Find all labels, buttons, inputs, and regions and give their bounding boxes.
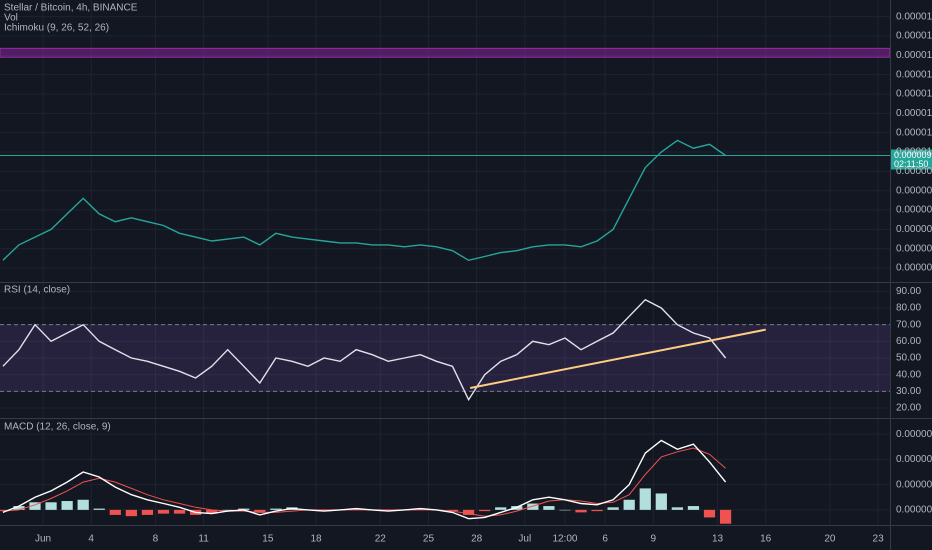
y-tick-label: 0.00000900 (896, 185, 932, 196)
histogram-bar (607, 507, 619, 510)
histogram-bar (559, 509, 571, 511)
y-tick-label: 0.00001100 (896, 108, 932, 119)
histogram-bar (719, 509, 732, 524)
x-tick-label: 12:00 (552, 534, 577, 545)
x-tick-label: 20 (824, 534, 836, 545)
x-tick-label: 13 (712, 534, 724, 545)
macd-line (2, 439, 727, 520)
histogram-bar (13, 506, 25, 510)
histogram-bar (173, 509, 186, 514)
histogram-bar (655, 493, 667, 510)
histogram-bar (93, 508, 105, 510)
histogram-bar (671, 507, 683, 510)
histogram-bar (141, 509, 154, 515)
marks (0, 47, 932, 524)
histogram-bar (703, 509, 716, 518)
histogram-bar (270, 508, 282, 510)
histogram-bar (687, 506, 700, 510)
x-tick-label: 11 (198, 534, 209, 545)
histogram-bar (125, 509, 137, 517)
x-tick-label: 23 (873, 534, 885, 545)
y-tick-label: 0.00001300 (896, 31, 932, 42)
histogram-bar (446, 509, 459, 512)
histogram-bar (495, 507, 507, 510)
y-tick-label: 90.00 (896, 286, 921, 297)
x-tick-label: 25 (423, 534, 435, 545)
histogram-bar (462, 509, 475, 515)
histogram-bar (639, 488, 651, 510)
y-tick-label: 0.00001350 (896, 11, 932, 22)
y-tick-label: 0.00000800 (896, 224, 932, 235)
histogram-bar (591, 509, 603, 512)
y-tick-label: 0.00001150 (896, 89, 932, 100)
histogram-bar (61, 501, 73, 510)
histogram-bar (109, 509, 121, 515)
y-tick-label: 0.00001000 (896, 147, 932, 158)
histogram-bar (0, 509, 9, 512)
y-tick-label: 40.00 (896, 369, 921, 380)
trend-line (470, 328, 766, 389)
histogram-bar (45, 502, 57, 510)
x-tick-label: 9 (651, 534, 657, 545)
x-tick-label: 16 (760, 534, 772, 545)
last-price-label: 0.00000991 (894, 150, 932, 160)
y-tick-label: 0.00000700 (896, 263, 932, 274)
subtitle: Vol (4, 13, 18, 24)
y-tick-label: 20.00 (896, 403, 921, 414)
pane-title: RSI (14, close) (4, 285, 70, 296)
y-tick-label: 0.00000850 (896, 205, 932, 216)
histogram-bar (543, 506, 555, 510)
y-tick-label: 80.00 (896, 303, 921, 314)
y-tick-label: 0.00000020 (896, 479, 932, 490)
y-tick-label: 0.00000750 (896, 243, 932, 254)
histogram-bar (575, 509, 587, 513)
pane-title: MACD (12, 26, close, 9) (4, 422, 111, 433)
histogram-bar (29, 502, 41, 510)
x-tick-label: Jun (35, 534, 51, 545)
histogram-bar (479, 509, 491, 512)
chart-title: Stellar / Bitcoin, 4h, BINANCE (4, 3, 138, 14)
y-tick-label: 0.00000000 (896, 504, 932, 515)
x-tick-label: 28 (471, 534, 483, 545)
histogram-bar (157, 509, 170, 514)
histogram-bar (77, 499, 89, 510)
y-tick-label: 0.00001200 (896, 69, 932, 80)
x-tick-label: 6 (602, 534, 608, 545)
y-tick-label: 0.00000040 (896, 454, 932, 465)
price-zone (0, 47, 891, 58)
histogram-bar (527, 503, 539, 510)
x-tick-label: 18 (310, 534, 322, 545)
y-tick-label: 50.00 (896, 353, 921, 364)
price-line (2, 139, 726, 262)
last-price-box (891, 149, 932, 170)
histogram-bar (222, 509, 234, 511)
price-line (2, 298, 727, 402)
grid (0, 0, 890, 525)
y-tick-label: 0.00000060 (896, 429, 932, 440)
histogram-bar (623, 499, 635, 510)
x-tick-label: 8 (153, 534, 159, 545)
x-tick-label: 22 (375, 534, 387, 545)
subtitle: Ichimoku (9, 26, 52, 26) (4, 23, 109, 34)
x-tick-label: 4 (88, 534, 94, 545)
histogram-bar (206, 509, 218, 514)
y-tick-label: 30.00 (896, 386, 921, 397)
y-tick-label: 70.00 (896, 319, 921, 330)
x-tick-label: 15 (262, 534, 274, 545)
countdown: 02:11:50 (894, 159, 928, 169)
rsi-band (0, 324, 890, 392)
labels: Stellar / Bitcoin, 4h, BINANCE Vol Ichim… (4, 3, 932, 545)
y-tick-label: 0.00001050 (896, 127, 932, 138)
y-tick-label: 0.00000950 (896, 166, 932, 177)
y-tick-label: 0.00001250 (896, 50, 932, 61)
x-tick-label: Jul (518, 534, 531, 545)
histogram-bar (254, 509, 266, 513)
y-tick-label: 60.00 (896, 336, 921, 347)
